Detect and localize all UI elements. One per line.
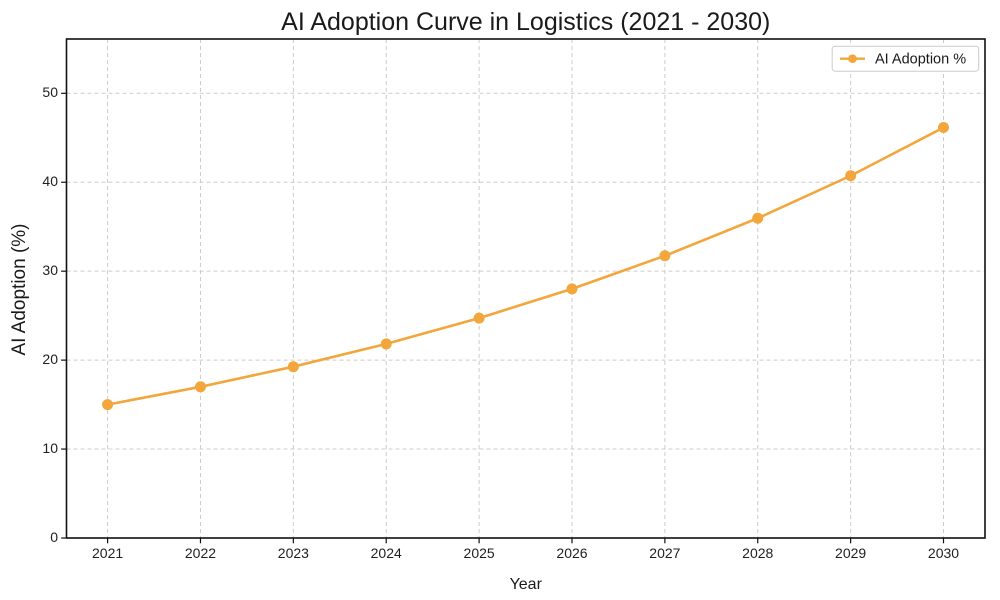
svg-text:AI Adoption %: AI Adoption %: [875, 52, 966, 68]
svg-text:10: 10: [42, 440, 58, 456]
svg-text:30: 30: [42, 262, 58, 278]
svg-text:40: 40: [42, 173, 58, 189]
svg-text:Year: Year: [510, 576, 543, 593]
svg-text:50: 50: [42, 84, 58, 100]
svg-text:2029: 2029: [835, 545, 866, 561]
svg-text:2023: 2023: [278, 545, 309, 561]
svg-text:2028: 2028: [742, 545, 773, 561]
svg-text:2025: 2025: [464, 545, 495, 561]
svg-text:0: 0: [50, 529, 58, 545]
svg-text:20: 20: [42, 351, 58, 367]
svg-text:AI Adoption Curve in Logistics: AI Adoption Curve in Logistics (2021 - 2…: [281, 8, 770, 36]
svg-text:2022: 2022: [185, 545, 216, 561]
svg-text:2021: 2021: [92, 545, 123, 561]
svg-text:AI Adoption (%): AI Adoption (%): [9, 223, 30, 355]
svg-text:2024: 2024: [371, 545, 402, 561]
svg-text:2027: 2027: [649, 545, 680, 561]
svg-text:2030: 2030: [928, 545, 959, 561]
svg-text:2026: 2026: [556, 545, 587, 561]
